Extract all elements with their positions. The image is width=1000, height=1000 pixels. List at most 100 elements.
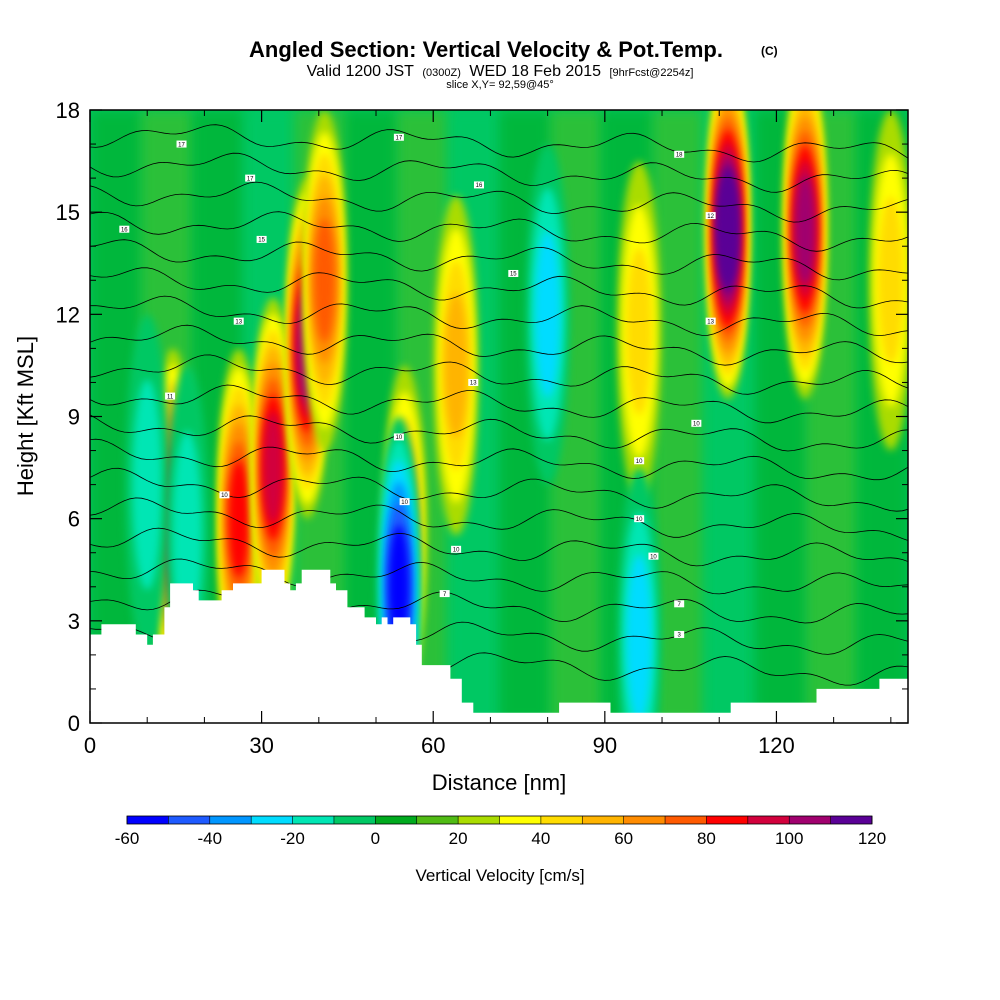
x-tick-label: 120: [758, 733, 795, 758]
isentrope-label: 17: [393, 133, 404, 141]
x-axis: 0 30 60 90 120: [84, 110, 892, 758]
isentrope-label-bg: [245, 174, 256, 182]
isentrope-label-text: 13: [707, 319, 714, 325]
isentrope-label-text: 3: [678, 633, 682, 639]
isentrope-label: 18: [674, 150, 685, 158]
colorbar-swatch: [706, 816, 749, 824]
isentrope-label: 10: [691, 419, 702, 428]
colorbar-swatch: [168, 816, 211, 824]
colorbar-swatch: [458, 816, 500, 824]
colorbar-swatch: [747, 816, 790, 824]
colorbar-tick-label: 120: [858, 829, 886, 848]
isentrope-line: [90, 267, 908, 309]
isentrope-label-text: 15: [510, 272, 517, 278]
isentrope-label-bg: [705, 212, 716, 220]
isentrope-label-bg: [674, 630, 685, 638]
x-tick-label: 90: [593, 733, 617, 758]
chart-subtitle: Valid 1200 JST (0300Z) WED 18 Feb 2015 […: [307, 63, 694, 80]
colorbar-label: Vertical Velocity [cm/s]: [415, 866, 584, 885]
isentrope-label: 10: [393, 433, 404, 441]
colorbar: -60 -40 -20 0 20 40 60 80 100 120: [115, 815, 886, 848]
isentrope-label-text: 7: [443, 592, 447, 598]
isentrope-label-bg: [439, 590, 450, 598]
isentrope-label-text: 10: [636, 517, 643, 523]
isentrope-line: [90, 239, 908, 281]
isentrope-label-text: 10: [693, 422, 700, 428]
colorbar-tick-label: -40: [197, 829, 222, 848]
isentrope-label-bg: [674, 150, 685, 158]
colorbar-swatch: [251, 816, 293, 824]
colorbar-tick-label: 80: [697, 829, 716, 848]
isentrope-label-text: 10: [401, 500, 408, 506]
isentrope-line: [90, 152, 908, 193]
isentrope-line: [90, 497, 908, 541]
colorbar-tick-label: 40: [531, 829, 550, 848]
isentrope-label-text: 17: [247, 176, 254, 182]
isentrope-label-text: 10: [650, 554, 657, 560]
isentrope-label-bg: [119, 225, 130, 233]
y-tick-label: 18: [56, 98, 80, 123]
isentrope-label-bg: [256, 235, 267, 243]
field-band: [652, 110, 705, 723]
colorbar-swatch: [582, 816, 624, 824]
updraft-cell: [314, 218, 335, 342]
isentrope-label: 15: [508, 269, 519, 278]
isentrope-label: 10: [648, 552, 659, 560]
colorbar-tick-label: 20: [449, 829, 468, 848]
isentrope-label-text: 16: [121, 227, 128, 233]
isentrope-line: [90, 211, 908, 252]
isentrope-label: 10: [399, 498, 410, 506]
isentrope-label: 11: [165, 392, 176, 400]
x-axis-label: Distance [nm]: [432, 770, 567, 795]
subtitle-forecast: [9hrFcst@2254z]: [609, 67, 693, 79]
subtitle-zulu: (0300Z): [422, 67, 461, 79]
chart-subtitle-slice: slice X,Y= 92,59@45°: [446, 79, 554, 91]
isentrope-label-text: 10: [636, 459, 643, 465]
colorbar-swatch: [209, 816, 252, 824]
isentrope-label-bg: [233, 317, 244, 325]
isentrope-label: 7: [439, 590, 450, 598]
y-axis-label: Height [Kft MSL]: [13, 336, 38, 496]
isentrope-label-bg: [634, 515, 645, 523]
isentrope-label: 3: [674, 630, 685, 639]
colorbar-tick-label: 0: [371, 829, 380, 848]
isentrope-label: 7: [674, 600, 685, 608]
isentrope-label: 12: [705, 212, 716, 220]
isentrope-line: [90, 558, 908, 595]
plot-area: 17 17 16 15 13 11 10 10 10 10 17 16 15 13 12 13 10 10 10 10…: [90, 110, 908, 723]
x-tick-label: 30: [249, 733, 273, 758]
colorbar-tick-label: 100: [775, 829, 803, 848]
isentrope-label: 16: [119, 225, 130, 233]
isentrope-label: 10: [451, 545, 462, 554]
y-tick-label: 12: [56, 302, 80, 327]
y-tick-label: 9: [68, 405, 80, 430]
updraft-cell: [444, 292, 468, 438]
chart-title-unit: (C): [761, 44, 778, 58]
isentrope-line: [90, 324, 908, 366]
isentrope-label: 15: [256, 235, 267, 244]
y-tick-label: 0: [68, 711, 80, 736]
x-tick-label: 0: [84, 733, 96, 758]
isentrope-label-bg: [176, 140, 187, 148]
isentrope-label-bg: [468, 378, 479, 386]
isentrope-label-bg: [393, 133, 404, 141]
isentrope-line: [90, 124, 908, 163]
isentrope-label: 17: [176, 140, 187, 148]
subtitle-date: WED 18 Feb 2015: [469, 63, 601, 80]
isentrope-label-text: 11: [167, 394, 174, 400]
y-axis: 0 3 6 9 12 15 18: [56, 98, 908, 736]
colorbar-swatch: [333, 816, 376, 824]
downdraft-cell: [626, 554, 652, 722]
y-tick-label: 15: [56, 200, 80, 225]
isentrope-label-text: 16: [476, 183, 483, 189]
isentrope-label: 16: [473, 181, 484, 189]
isentrope-label-text: 13: [470, 381, 477, 387]
isentrope-label-bg: [473, 181, 484, 189]
isentrope-label-text: 17: [178, 142, 185, 148]
isentrope-line: [90, 438, 908, 481]
colorbar-swatch: [830, 816, 873, 824]
isentrope-label-bg: [648, 552, 659, 560]
colorbar-swatch: [499, 816, 542, 824]
colorbar-swatch: [623, 816, 666, 824]
